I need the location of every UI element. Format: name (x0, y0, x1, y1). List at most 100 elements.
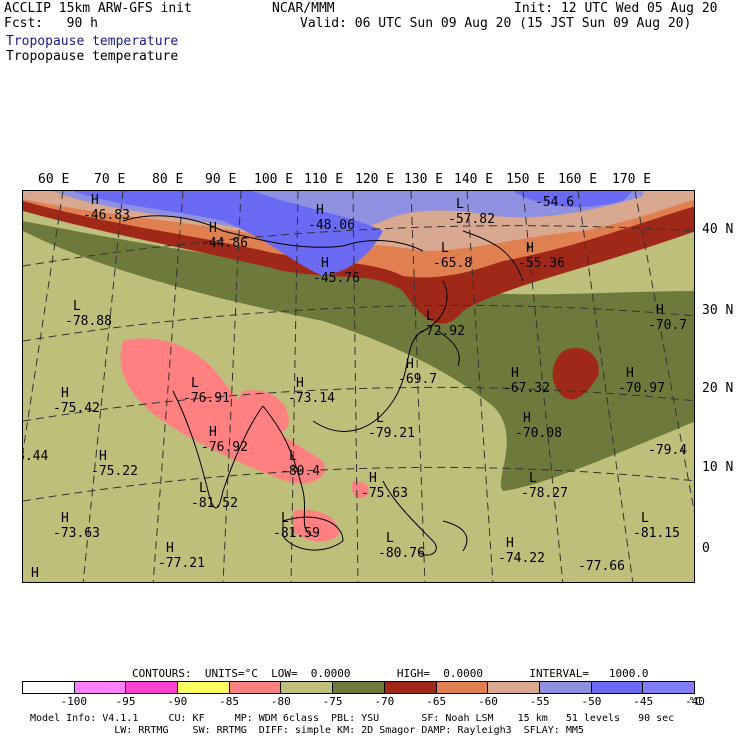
extremum-type: H (523, 411, 531, 426)
extremum-value: -70.97 (618, 381, 665, 396)
extremum-label: H -73.14 (288, 376, 335, 406)
color-swatch (591, 682, 644, 693)
color-bar-label: -45 (633, 695, 654, 708)
extremum-type: H (316, 203, 324, 218)
extremum-value: -72.92 (418, 324, 465, 339)
extremum-label: L -81.59 (273, 511, 320, 541)
extremum-value: -73.63 (53, 526, 100, 541)
extremum-value: -45.76 (313, 271, 360, 286)
color-bar-label: -65 (426, 695, 447, 708)
extremum-type: H (166, 541, 174, 556)
forecast-hour: Fcst: 90 h (4, 16, 98, 31)
extremum-value: 8.44 (23, 449, 49, 464)
extremum-value: -65.8 (433, 256, 473, 271)
color-swatch (178, 682, 230, 693)
extremum-type: H (61, 511, 69, 526)
extremum-value: -67.32 (503, 381, 550, 396)
lon-label: 110 E (304, 172, 344, 187)
extremum-label: H -70.97 (618, 366, 665, 396)
extremum-value: -48.06 (308, 218, 355, 233)
extremum-value: -75.63 (361, 486, 408, 501)
extremum-type: H (656, 303, 664, 318)
extremum-label: H -76.92 (201, 425, 248, 455)
extremum-type: L (441, 241, 449, 256)
extremum-label: L -79.21 (368, 411, 415, 441)
extremum-label: H -75.63 (361, 471, 408, 501)
extremum-value: -55.36 (518, 256, 565, 271)
extremum-label: L -81.15 (633, 511, 680, 541)
init-time: Init: 12 UTC Wed 05 Aug 20 (514, 1, 718, 16)
extremum-type: L (191, 376, 199, 391)
graticule (23, 191, 694, 582)
extremum-label: H -75.42 (53, 386, 100, 416)
extremum-value: -77.21 (158, 556, 205, 571)
extremum-type: H (296, 376, 304, 391)
shade-minus45-west (73, 191, 383, 276)
color-swatch (539, 682, 592, 693)
extremum-label: H -73.63 (53, 511, 100, 541)
shade-patch-east (552, 347, 599, 400)
extremum-type: H (406, 357, 414, 372)
lon-label: 150 E (506, 172, 546, 187)
extremum-value: -70.7 (648, 318, 688, 333)
lat-label: 0 (702, 541, 710, 556)
lon-label: 170 E (612, 172, 652, 187)
extremum-label: H -48.06 (308, 203, 355, 233)
extremum-label: H -77.21 (158, 541, 205, 571)
color-bar-label: -50 (581, 695, 602, 708)
extremum-value: -57.82 (448, 212, 495, 227)
color-bar-label: -40 (685, 695, 705, 708)
lon-label: 160 E (558, 172, 598, 187)
color-swatch (126, 682, 179, 693)
extremum-label: -54.6 (535, 195, 574, 210)
extremum-type: L (529, 471, 537, 486)
extremum-label: L -78.88 (65, 299, 112, 329)
color-bar-label: -95 (115, 695, 136, 708)
center-name: NCAR/MMM (272, 1, 335, 16)
extremum-label: H -46.83 (83, 193, 130, 223)
extremum-value: -81.59 (273, 526, 320, 541)
extremum-label: H -67.32 (503, 366, 550, 396)
extremum-type: H (91, 193, 99, 208)
extremum-type: H (321, 256, 329, 271)
extremum-label: H -69.7 (398, 357, 437, 387)
extremum-type: H (511, 366, 519, 381)
extremum-label: H -75.22 (91, 449, 138, 479)
extremum-value: -76.92 (201, 440, 248, 455)
extremum-label: L -78.27 (521, 471, 568, 501)
extremum-label: H -74.22 (498, 536, 545, 566)
extremum-value: -81.52 (191, 496, 238, 511)
extremum-value: -79.21 (368, 426, 415, 441)
extremum-type: L (426, 309, 434, 324)
extremum-type: H (209, 425, 217, 440)
lon-label: 90 E (205, 172, 237, 187)
color-swatch (333, 682, 385, 693)
extremum-type: L (289, 449, 297, 464)
extremum-label: L -76.91 (183, 376, 230, 406)
extremum-value: -75.42 (53, 401, 100, 416)
extremum-type: L (73, 299, 81, 314)
extremum-value: -69.7 (398, 372, 438, 387)
extremum-label: -79.4 (648, 443, 687, 458)
extremum-label: L -57.82 (448, 197, 495, 227)
extremum-type: H (526, 241, 534, 256)
extremum-label: H -45.76 (313, 256, 360, 286)
lat-label: 10 N (702, 460, 734, 475)
extremum-value: -81.15 (633, 526, 680, 541)
shade-minus80-india (120, 338, 325, 484)
extremum-type: H (369, 471, 377, 486)
extremum-value: -75.22 (91, 464, 138, 479)
color-bar-label: -100 (60, 695, 88, 708)
shade-minus80-small (351, 481, 369, 499)
color-bar-label: -75 (322, 695, 343, 708)
color-swatch (384, 682, 437, 693)
color-swatch (23, 682, 75, 693)
extremum-type: H (31, 566, 39, 581)
lat-label: 20 N (702, 381, 734, 396)
extremum-label: H -44.86 (201, 221, 248, 251)
field-title-contour: Tropopause temperature (6, 49, 179, 64)
valid-time: Valid: 06 UTC Sun 09 Aug 20 (15 JST Sun … (300, 16, 692, 31)
extremum-label: H (23, 566, 39, 581)
extremum-label: -77.66 (578, 559, 625, 574)
extremum-value: -79.4 (648, 443, 688, 458)
